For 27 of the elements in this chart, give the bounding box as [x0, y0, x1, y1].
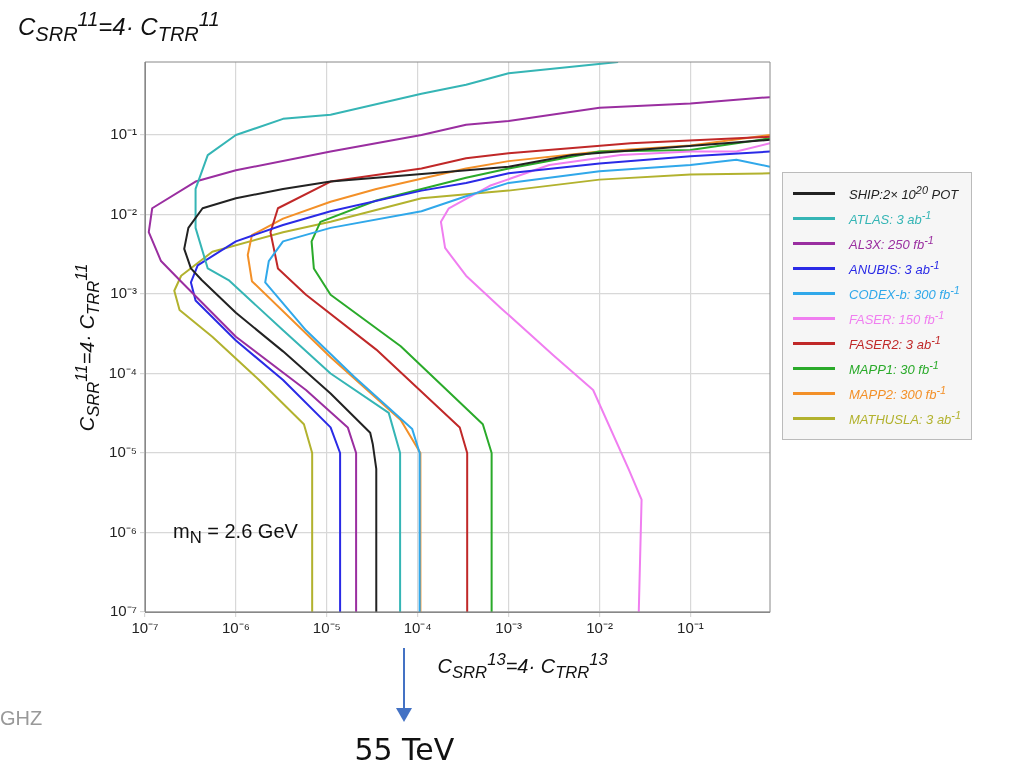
legend-label: SHIP:2× 10$^{20}$ POT: [849, 184, 959, 203]
legend-label: CODEX-b: 300 fb$^{-1}$: [849, 284, 960, 303]
legend-label: AL3X: 250 fb$^{-1}$: [849, 234, 934, 253]
legend-label: MAPP1: 30 fb$^{-1}$: [849, 359, 939, 378]
legend-label: MATHUSLA: 3 ab$^{-1}$: [849, 409, 961, 428]
legend-label: FASER2: 3 ab$^{-1}$: [849, 334, 941, 353]
x-tick-label: 10⁻⁷: [131, 619, 159, 637]
x-tick-label: 10⁻²: [586, 619, 613, 637]
x-tick-label: 10⁻⁴: [403, 619, 432, 637]
y-tick-label: 10⁻²: [110, 204, 137, 222]
y-tick-label: 10⁻¹: [110, 125, 137, 143]
y-tick-label: 10⁻³: [110, 284, 137, 302]
y-tick-label: 10⁻⁷: [109, 602, 137, 620]
legend-label: MAPP2: 300 fb$^{-1}$: [849, 384, 947, 403]
y-tick-label: 10⁻⁴: [108, 363, 137, 381]
legend-label: FASER: 150 fb$^{-1}$: [849, 309, 945, 328]
y-tick-label: 10⁻⁵: [109, 443, 137, 461]
legend-label: ANUBIS: 3 ab$^{-1}$: [849, 259, 940, 278]
x-tick-label: 10⁻¹: [677, 619, 704, 637]
x-tick-label: 10⁻⁵: [312, 619, 341, 637]
annotation: m$_{N}$ = 2.6 GeV: [173, 520, 298, 548]
x-tick-label: 10⁻⁶: [221, 619, 250, 637]
text: GHZ: [0, 707, 43, 730]
y-tick-label: 10⁻⁶: [109, 522, 137, 540]
x-tick-label: 10⁻³: [495, 619, 522, 637]
legend-label: ATLAS: 3 ab$^{-1}$: [849, 209, 932, 228]
text: 55 TeV: [354, 732, 455, 767]
